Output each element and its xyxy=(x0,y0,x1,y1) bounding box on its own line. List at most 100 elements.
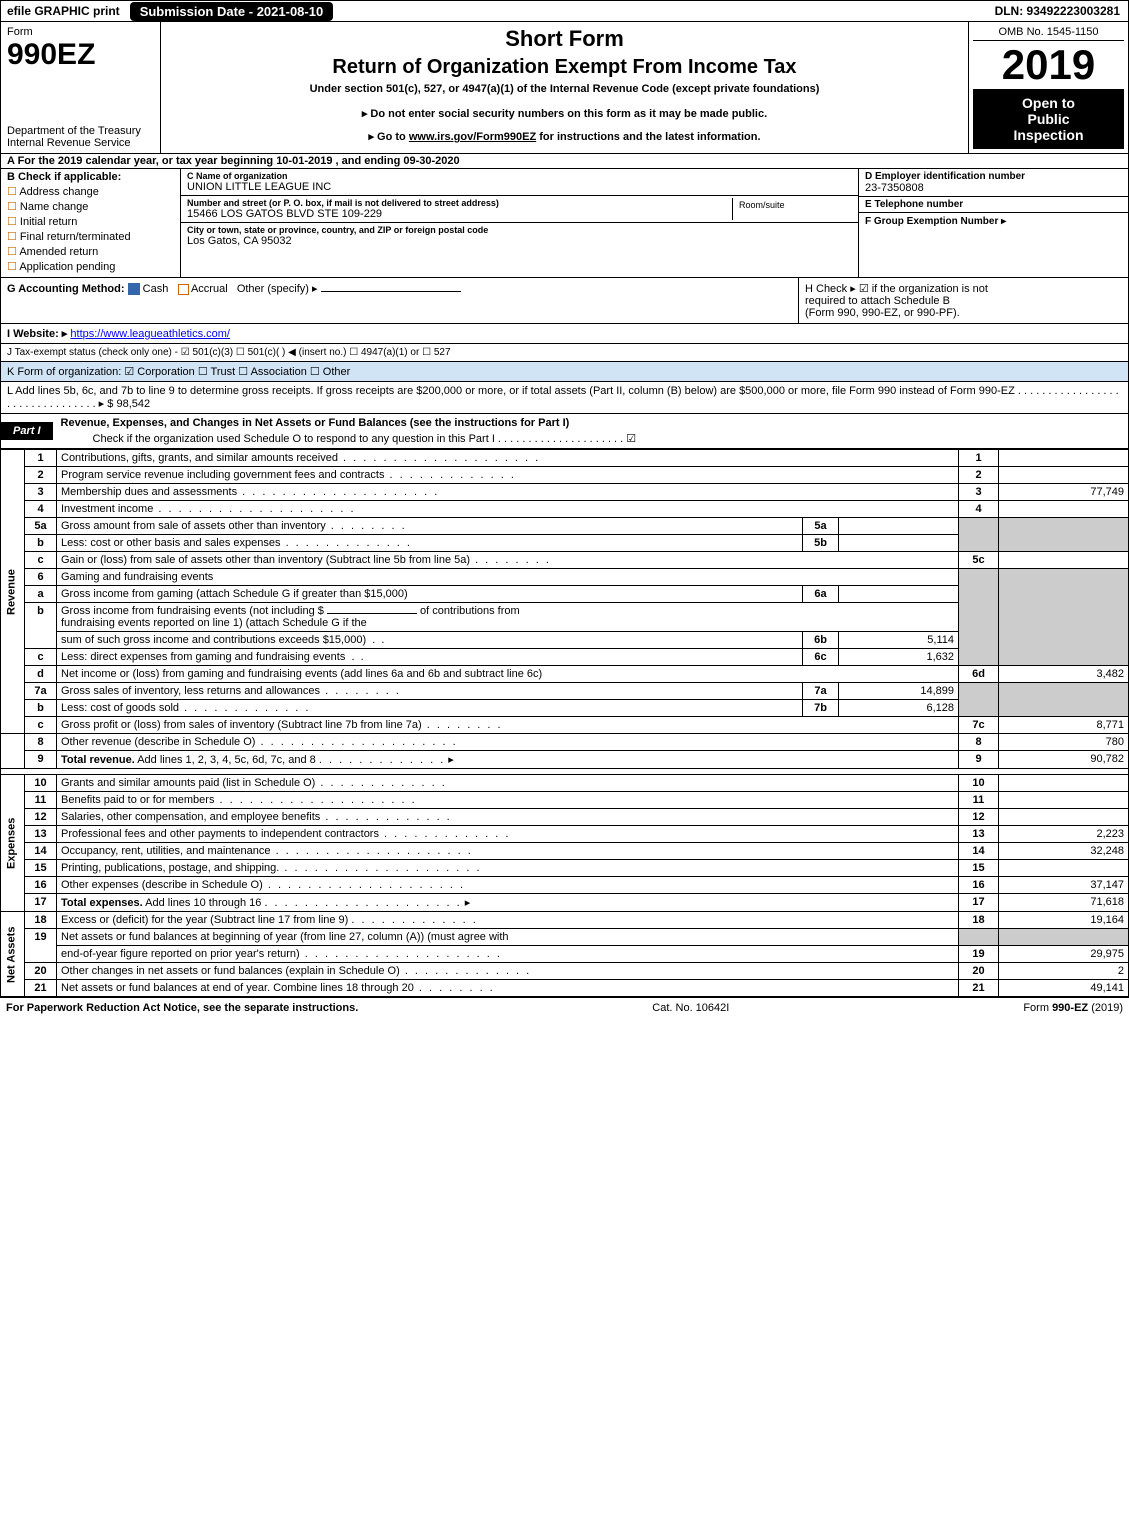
ln7a-desc: Gross sales of inventory, less returns a… xyxy=(61,685,401,697)
part1-tab: Part I xyxy=(1,422,53,440)
ln7c-v: 8,771 xyxy=(999,717,1129,734)
ln20-v: 2 xyxy=(999,963,1129,980)
ln17-desc: Add lines 10 through 16 xyxy=(145,897,261,909)
ln12-desc: Salaries, other compensation, and employ… xyxy=(61,811,452,823)
side-blank1 xyxy=(1,734,25,769)
org-name: UNION LITTLE LEAGUE INC xyxy=(187,181,852,193)
dln-label: DLN: 93492223003281 xyxy=(987,4,1128,18)
ln11-v xyxy=(999,792,1129,809)
return-title: Return of Organization Exempt From Incom… xyxy=(171,56,958,79)
ln7b-num: b xyxy=(25,700,57,717)
ln20-r: 20 xyxy=(959,963,999,980)
ln1-num: 1 xyxy=(25,450,57,467)
c-city-row: City or town, state or province, country… xyxy=(181,223,858,249)
org-street: 15466 LOS GATOS BLVD STE 109-229 xyxy=(187,208,728,220)
check-amended-return[interactable]: Amended return xyxy=(7,245,174,258)
ln7a-sl: 7a xyxy=(803,683,839,700)
check-address-change[interactable]: Address change xyxy=(7,185,174,198)
ln9-bold: Total revenue. xyxy=(61,754,135,766)
footer-left: For Paperwork Reduction Act Notice, see … xyxy=(6,1002,358,1014)
section-a: A For the 2019 calendar year, or tax yea… xyxy=(0,154,1129,169)
ln21-desc: Net assets or fund balances at end of ye… xyxy=(61,982,495,994)
ln17-num: 17 xyxy=(25,894,57,912)
ln8-num: 8 xyxy=(25,734,57,751)
shade-19v xyxy=(999,929,1129,946)
other-specify-line xyxy=(321,291,461,292)
check-initial-return[interactable]: Initial return xyxy=(7,215,174,228)
ln13-desc: Professional fees and other payments to … xyxy=(61,828,510,840)
inspection-box: Open to Public Inspection xyxy=(973,89,1124,149)
ln21-num: 21 xyxy=(25,980,57,997)
ln6b-d3: sum of such gross income and contributio… xyxy=(61,634,366,646)
department-label: Department of the Treasury Internal Reve… xyxy=(7,125,154,149)
check-name-change[interactable]: Name change xyxy=(7,200,174,213)
notice-ssn: ▸ Do not enter social security numbers o… xyxy=(171,107,958,120)
part1-title: Revenue, Expenses, and Changes in Net As… xyxy=(53,414,1128,432)
org-city: Los Gatos, CA 95032 xyxy=(187,235,852,247)
ln11-r: 11 xyxy=(959,792,999,809)
ln5c-num: c xyxy=(25,552,57,569)
ln19-v: 29,975 xyxy=(999,946,1129,963)
ln11-num: 11 xyxy=(25,792,57,809)
ln5c-desc: Gain or (loss) from sale of assets other… xyxy=(61,554,551,566)
ln6b-sv: 5,114 xyxy=(839,632,959,649)
website-link[interactable]: https://www.leagueathletics.com/ xyxy=(70,328,230,340)
ln12-num: 12 xyxy=(25,809,57,826)
ln14-r: 14 xyxy=(959,843,999,860)
check-final-return[interactable]: Final return/terminated xyxy=(7,230,174,243)
ln18-dots xyxy=(351,914,477,926)
check-application-pending[interactable]: Application pending xyxy=(7,260,174,273)
row-i: I Website: ▸ https://www.leagueathletics… xyxy=(0,324,1129,344)
ln7c-num: c xyxy=(25,717,57,734)
ln15-desc: Printing, publications, postage, and shi… xyxy=(61,862,482,874)
ln3-num: 3 xyxy=(25,484,57,501)
ln8-v: 780 xyxy=(999,734,1129,751)
ln3-desc: Membership dues and assessments xyxy=(61,486,439,498)
f-label: F Group Exemption Number ▸ xyxy=(865,216,1006,227)
submission-date-button[interactable]: Submission Date - 2021-08-10 xyxy=(130,2,334,21)
part1-header: Part I Revenue, Expenses, and Changes in… xyxy=(0,414,1129,449)
ln2-num: 2 xyxy=(25,467,57,484)
ln6d-r: 6d xyxy=(959,666,999,683)
ln18-v: 19,164 xyxy=(999,912,1129,929)
row-l: L Add lines 5b, 6c, and 7b to line 9 to … xyxy=(0,382,1129,414)
e-phone: E Telephone number xyxy=(859,197,1128,213)
col-def: D Employer identification number 23-7350… xyxy=(858,169,1128,277)
ln6c-sv: 1,632 xyxy=(839,649,959,666)
shade-7v xyxy=(999,683,1129,717)
goto-pre: ▸ Go to xyxy=(368,131,408,143)
ln19-r: 19 xyxy=(959,946,999,963)
ln1-desc: Contributions, gifts, grants, and simila… xyxy=(61,452,540,464)
ln15-v xyxy=(999,860,1129,877)
info-block: B Check if applicable: Address change Na… xyxy=(0,169,1129,278)
ln20-desc: Other changes in net assets or fund bala… xyxy=(61,965,531,977)
ln8-desc: Other revenue (describe in Schedule O) xyxy=(61,736,458,748)
ln3-r: 3 xyxy=(959,484,999,501)
top-left: efile GRAPHIC print Submission Date - 20… xyxy=(1,1,333,21)
check-cash-icon xyxy=(128,283,140,295)
ln6a-sl: 6a xyxy=(803,586,839,603)
b-title: B Check if applicable: xyxy=(7,171,174,183)
shade-19 xyxy=(959,929,999,946)
l-text: L Add lines 5b, 6c, and 7b to line 9 to … xyxy=(7,385,1119,410)
form-header: Form 990EZ Department of the Treasury In… xyxy=(0,22,1129,154)
row-k: K Form of organization: ☑ Corporation ☐ … xyxy=(0,362,1129,382)
form-number: 990EZ xyxy=(7,38,154,72)
ln4-num: 4 xyxy=(25,501,57,518)
efile-label[interactable]: efile GRAPHIC print xyxy=(1,4,126,18)
ln6a-sv xyxy=(839,586,959,603)
shade-5v xyxy=(999,518,1129,552)
header-center: Short Form Return of Organization Exempt… xyxy=(161,22,968,153)
shade-6v xyxy=(999,569,1129,666)
ln9-r: 9 xyxy=(959,751,999,769)
irs-link[interactable]: www.irs.gov/Form990EZ xyxy=(409,131,536,143)
ln5b-sl: 5b xyxy=(803,535,839,552)
f-group: F Group Exemption Number ▸ xyxy=(859,213,1128,253)
ln14-desc: Occupancy, rent, utilities, and maintena… xyxy=(61,845,473,857)
ln7c-r: 7c xyxy=(959,717,999,734)
ln5b-sv xyxy=(839,535,959,552)
ln5a-sv xyxy=(839,518,959,535)
ln2-v xyxy=(999,467,1129,484)
ln13-r: 13 xyxy=(959,826,999,843)
ln21-r: 21 xyxy=(959,980,999,997)
